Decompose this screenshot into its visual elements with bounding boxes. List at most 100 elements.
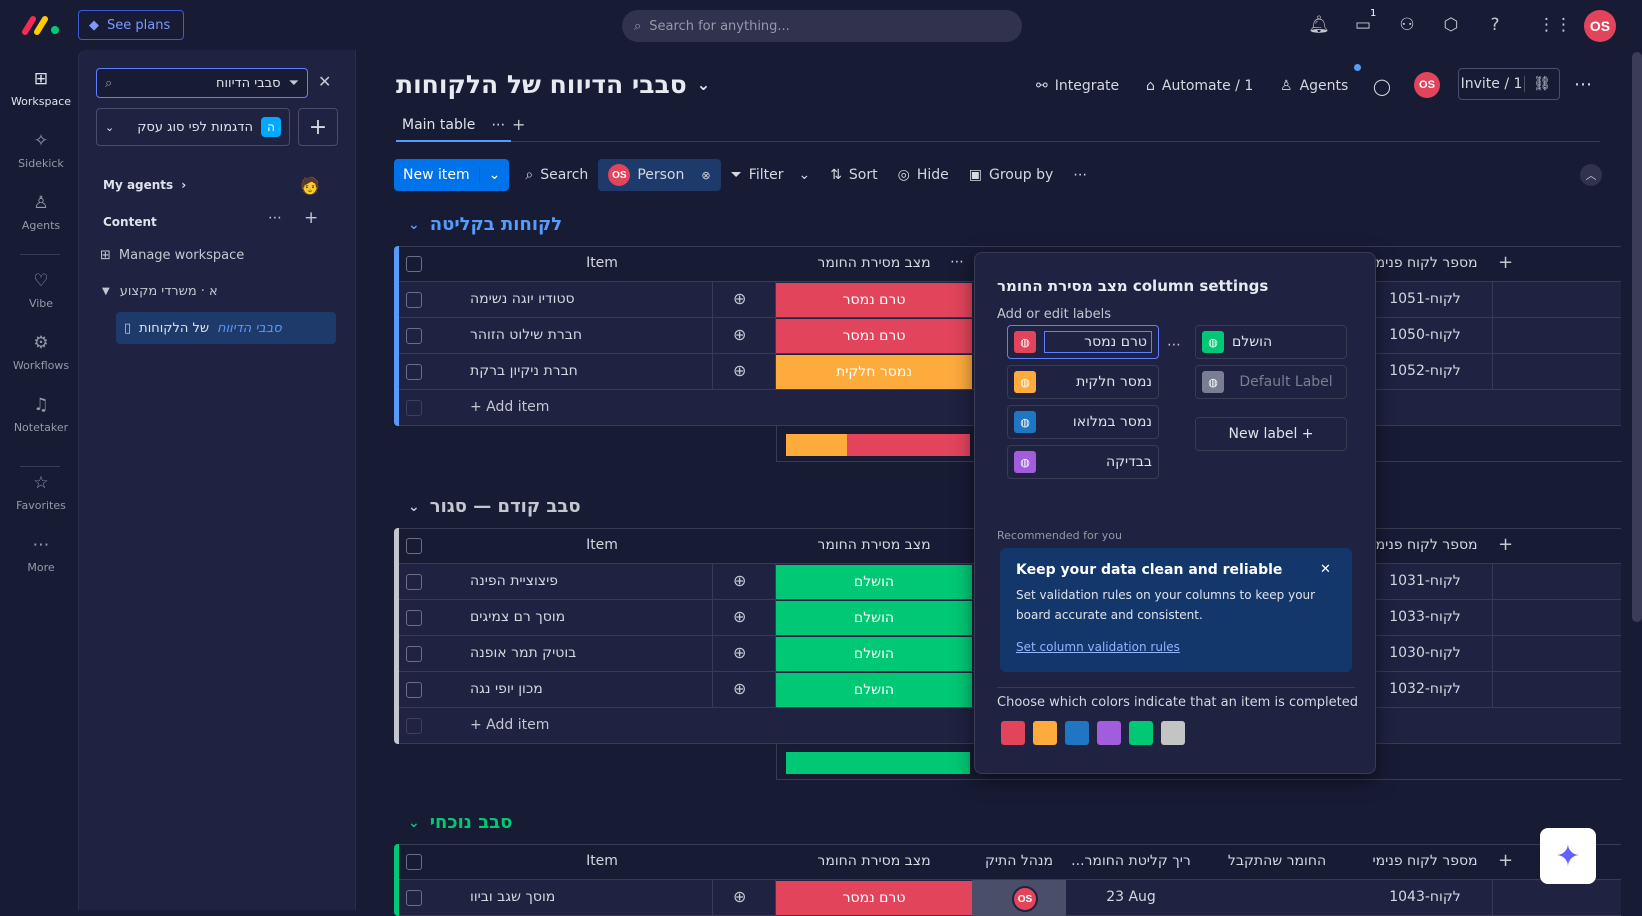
row-checkbox[interactable] [406,328,422,344]
bell-icon[interactable]: 🔔︎ [1308,15,1330,35]
filter-icon[interactable]: ⏷ [288,75,299,91]
column-header-item[interactable]: Item [586,255,618,271]
new-label-button[interactable]: + New label [1195,417,1347,451]
row-checkbox[interactable] [406,364,422,380]
group-title[interactable]: ⌄ סבב קודם — סגור [408,496,581,517]
manage-workspace-item[interactable]: ⊞ Manage workspace [100,248,244,263]
add-view-icon[interactable]: + [512,115,526,134]
collapse-icon[interactable]: ︿ [1580,164,1602,186]
reco-link[interactable]: Set column validation rules [1016,640,1180,654]
row-checkbox[interactable] [406,682,422,698]
see-plans-button[interactable]: ◆ See plans [78,10,184,40]
column-header-owner[interactable]: מנהל התיק [984,853,1054,869]
clear-person-icon[interactable]: ⊗ [701,168,711,182]
completion-color-option[interactable] [1033,721,1057,745]
add-column-icon[interactable]: + [1498,850,1514,871]
client-id-cell[interactable]: לקוח-1033 [1389,609,1461,625]
folder-item[interactable]: ▼ א · משרדי מקצוע [102,284,218,299]
column-menu-icon[interactable]: ⋯ [950,254,964,270]
rail-item-favorites[interactable]: ☆ Favorites [4,464,78,520]
status-summary-bar[interactable] [786,434,970,456]
person-filter-chip[interactable]: OS Person ⊗ [598,159,721,191]
status-label-text[interactable]: הושלם [1232,334,1273,350]
add-update-icon[interactable]: ⊕ [733,607,747,626]
status-label-editor[interactable]: ◍ נמסר חלקית [1007,365,1159,399]
board-title[interactable]: סבבי הדיווח של הלקוחות ⌄ [396,66,710,102]
rail-item-sidekick[interactable]: ✧ Sidekick [4,122,78,178]
comment-icon[interactable]: ◯ [1373,76,1391,96]
status-label-text[interactable]: נמסר חלקית [1076,374,1152,390]
item-name[interactable]: חברת ניקיון ברקת [470,363,578,379]
column-header-item[interactable]: Item [586,537,618,553]
client-id-cell[interactable]: לקוח-1043 [1389,889,1461,905]
sidebar-item-board[interactable]: ▯ של הלקוחות סבבי הדיווח [116,312,336,344]
item-name[interactable]: מוסך רם צמיגים [470,609,566,625]
invite-user-icon[interactable]: ⚇ [1399,15,1415,35]
completion-color-option[interactable] [1129,721,1153,745]
client-id-cell[interactable]: לקוח-1050 [1389,327,1461,343]
status-label-text[interactable]: טרם נמסר [1044,331,1152,353]
select-all-checkbox[interactable] [406,854,422,870]
invite-button[interactable]: Invite / 1 ⛓ [1458,68,1560,100]
add-item-input[interactable]: + Add item [470,717,550,733]
item-name[interactable]: חברת שילוט הזוהר [470,327,582,343]
select-all-checkbox[interactable] [406,256,422,272]
chevron-down-icon[interactable]: ⌄ [488,167,501,183]
select-all-checkbox[interactable] [406,538,422,554]
column-header-status[interactable]: מצב מסירת החומר [817,537,931,553]
scrollbar[interactable] [1632,52,1642,622]
paint-bucket-icon[interactable]: ◍ [1202,331,1224,353]
column-header-status[interactable]: מצב מסירת החומר [817,255,931,271]
user-avatar[interactable]: OS [1584,10,1616,42]
status-cell[interactable]: טרם נמסר [776,319,972,353]
client-id-cell[interactable]: לקוח-1031 [1389,573,1461,589]
row-checkbox[interactable] [406,890,422,906]
apps-icon[interactable]: ⬡ [1443,15,1459,35]
add-column-icon[interactable]: + [1498,534,1514,555]
integrate-button[interactable]: ⚯ Integrate [1036,72,1119,100]
item-name[interactable]: מוסך שגב וביוו [470,889,556,905]
item-name[interactable]: מכון יופי נגה [470,681,543,697]
new-item-button[interactable]: New item ⌄ [394,159,510,191]
rail-item-more[interactable]: ⋯ More [4,526,78,582]
client-id-cell[interactable]: לקוח-1052 [1389,363,1461,379]
add-item-input[interactable]: + Add item [470,399,550,415]
hide-button[interactable]: ◎ Hide [888,159,959,191]
group-title[interactable]: ⌄ סבב נוכחי [408,812,512,833]
toolbar-more-icon[interactable]: ⋯ [1073,167,1088,183]
rail-item-workflows[interactable]: ⚙ Workflows [4,324,78,380]
rail-item-workspace[interactable]: ⊞ Workspace [4,60,78,116]
help-icon[interactable]: ? [1490,15,1500,35]
row-checkbox[interactable] [406,292,422,308]
app-switcher-icon[interactable]: ⋮⋮ [1538,15,1572,35]
item-name[interactable]: בוטיק תמר אופנה [470,645,577,661]
rail-item-vibe[interactable]: ♡ Vibe [4,262,78,318]
add-update-icon[interactable]: ⊕ [733,887,747,906]
add-update-icon[interactable]: ⊕ [733,361,747,380]
inbox-icon[interactable]: ▭ [1354,15,1372,35]
search-button[interactable]: ⌕ Search [515,159,598,191]
status-summary-bar[interactable] [786,752,970,774]
status-label-text[interactable]: נמסר במלואו [1072,414,1152,430]
completion-color-option[interactable] [1097,721,1121,745]
status-label-text[interactable]: בבדיקה [1105,454,1152,470]
status-label-editor[interactable]: ◍ הושלם [1195,325,1347,359]
group-by-button[interactable]: ▣ Group by [959,159,1063,191]
column-header-id[interactable]: מספר לקוח פנימי [1372,537,1478,553]
link-icon[interactable]: ⛓ [1533,76,1551,92]
column-header-date[interactable]: ...ריך קליטת החומר [1071,853,1191,869]
completion-color-option[interactable] [1001,721,1025,745]
status-cell[interactable]: הושלם [776,637,972,671]
paint-bucket-icon[interactable]: ◍ [1014,451,1036,473]
label-more-icon[interactable]: ⋯ [1167,337,1181,353]
completion-color-option[interactable] [1161,721,1185,745]
status-label-editor[interactable]: ◍ בבדיקה [1007,445,1159,479]
tab-main-table[interactable]: Main table ⋯ [396,110,512,142]
status-cell[interactable]: הושלם [776,601,972,635]
rail-item-agents[interactable]: ♙ Agents [4,184,78,240]
global-search-input[interactable]: ⌕ Search for anything... [622,10,1022,42]
panel-search-input[interactable]: סבבי הדיווח ⌕ ⏷ [96,68,308,98]
agents-button[interactable]: ♙ Agents [1280,72,1348,100]
row-checkbox[interactable] [406,610,422,626]
rail-item-notetaker[interactable]: ♫ Notetaker [4,386,78,442]
